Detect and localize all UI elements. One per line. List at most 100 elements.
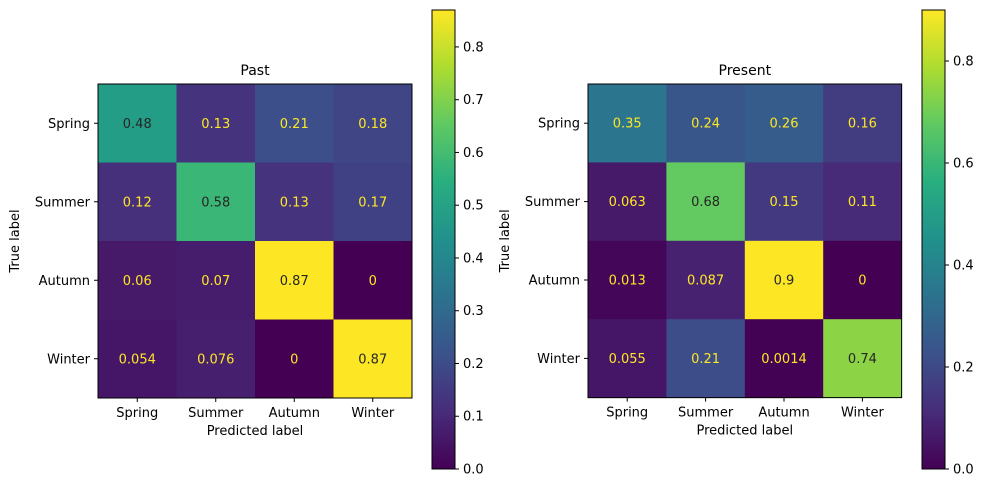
cell-value-label: 0.11	[848, 195, 877, 210]
matrix-cell	[98, 319, 177, 399]
y-tick-label: Winter	[537, 352, 581, 367]
matrix-cell	[588, 84, 667, 163]
colorbar-tick-label: 0.2	[463, 357, 484, 372]
cell-value-label: 0	[369, 274, 377, 289]
x-tick-label: Summer	[678, 406, 734, 421]
colorbar-tick-label: 0.0	[953, 463, 974, 478]
matrix-cell	[98, 84, 177, 163]
matrix-cell	[176, 319, 256, 399]
cell-value-label: 0.87	[280, 274, 309, 289]
panel-past: Past 0.48 0.13 0.21 0.18 0.12 0.58 0.13 0.17 0.06…	[8, 9, 484, 478]
cell-value-label: 0.68	[691, 195, 720, 210]
matrix-cell	[666, 240, 746, 320]
y-tick-label: Spring	[538, 117, 580, 132]
matrix-cell	[823, 240, 903, 320]
matrix-cell	[98, 241, 177, 320]
x-tick-label: Spring	[116, 406, 158, 421]
cell-value-label: 0.87	[358, 352, 387, 367]
y-tick-label: Autumn	[529, 274, 580, 289]
x-tick-label: Winter	[351, 406, 395, 421]
y-tick-label: Summer	[35, 195, 91, 210]
cell-value-label: 0	[858, 274, 866, 289]
cell-value-label: 0.9	[774, 274, 795, 289]
y-tick-label: Winter	[47, 352, 91, 367]
matrix-cell	[176, 84, 256, 163]
y-tick-label: Autumn	[39, 274, 90, 289]
matrix-cell	[666, 84, 746, 163]
matrix-frame	[97, 83, 413, 399]
matrix-cell	[666, 319, 746, 399]
matrix-cell	[255, 84, 334, 163]
y-axis-label: True label	[498, 209, 513, 273]
colorbar	[921, 9, 946, 470]
colorbar-tick-label: 0.2	[953, 361, 974, 376]
cell-value-label: 0.13	[280, 195, 309, 210]
cell-value-label: 0.12	[123, 195, 152, 210]
cell-value-label: 0.055	[609, 352, 646, 367]
panel-title: Present	[719, 63, 772, 79]
cell-value-label: 0.48	[123, 117, 152, 132]
colorbar	[431, 9, 456, 470]
panel-title: Past	[240, 63, 270, 79]
colorbar-tick-label: 0.7	[463, 93, 484, 108]
colorbar-tick-label: 0.4	[463, 251, 484, 266]
colorbar-tick-label: 0.0	[463, 463, 484, 478]
matrix-cell	[333, 319, 413, 399]
cell-value-label: 0.07	[201, 274, 230, 289]
cell-value-label: 0.063	[609, 195, 646, 210]
matrix-cell	[823, 84, 903, 163]
matrix-cell	[823, 319, 903, 399]
x-tick-label: Autumn	[758, 406, 809, 421]
cell-value-label: 0.06	[123, 274, 152, 289]
x-axis-label: Predicted label	[696, 424, 793, 439]
matrix-cell	[744, 240, 824, 320]
matrix-cell	[588, 162, 667, 242]
cell-value-label: 0.74	[848, 352, 877, 367]
y-axis-label: True label	[8, 209, 23, 273]
colorbar-tick-label: 0.6	[953, 157, 974, 172]
cell-value-label: 0.24	[691, 117, 720, 132]
cell-value-label: 0.26	[770, 117, 799, 132]
matrix-cell	[176, 162, 256, 242]
colorbar-tick-label: 0.8	[463, 40, 484, 55]
cell-value-label: 0.35	[613, 117, 642, 132]
x-tick-label: Winter	[841, 406, 885, 421]
matrix-cell	[744, 162, 824, 242]
matrix-cell	[666, 162, 746, 242]
cell-value-label: 0.15	[770, 195, 799, 210]
cell-value-label: 0.58	[201, 195, 230, 210]
matrix-cell	[333, 241, 413, 320]
cell-value-label: 0.087	[687, 274, 724, 289]
colorbar-tick-label: 0.5	[463, 199, 484, 214]
matrix-cell	[98, 162, 177, 242]
y-tick-label: Summer	[525, 195, 581, 210]
matrix-frame	[587, 83, 903, 399]
cell-value-label: 0.18	[358, 117, 387, 132]
matrix-cell	[333, 162, 413, 242]
matrix-cell	[255, 319, 334, 399]
colorbar-tick-label: 0.8	[953, 55, 974, 70]
cell-value-label: 0.076	[197, 352, 234, 367]
matrix-cell	[823, 162, 903, 242]
matrix-cell	[744, 84, 824, 163]
matrix-cell	[333, 84, 413, 163]
colorbar-tick-label: 0.1	[463, 410, 484, 425]
x-tick-label: Summer	[188, 406, 244, 421]
colorbar-tick-label: 0.3	[463, 304, 484, 319]
cell-value-label: 0.013	[609, 274, 646, 289]
matrix-cell	[176, 241, 256, 320]
matrix-cell	[588, 319, 667, 399]
matrix-cell	[255, 241, 334, 320]
cell-value-label: 0.13	[201, 117, 230, 132]
colorbar-tick-label: 0.4	[953, 259, 974, 274]
matrix-cell	[255, 162, 334, 242]
cell-value-label: 0.21	[691, 352, 720, 367]
matrix-cell	[744, 319, 824, 399]
colorbar-tick-label: 0.6	[463, 146, 484, 161]
cell-value-label: 0	[290, 352, 298, 367]
cell-value-label: 0.0014	[761, 352, 807, 367]
cell-value-label: 0.21	[280, 117, 309, 132]
cell-value-label: 0.17	[358, 195, 387, 210]
x-tick-label: Autumn	[269, 406, 320, 421]
